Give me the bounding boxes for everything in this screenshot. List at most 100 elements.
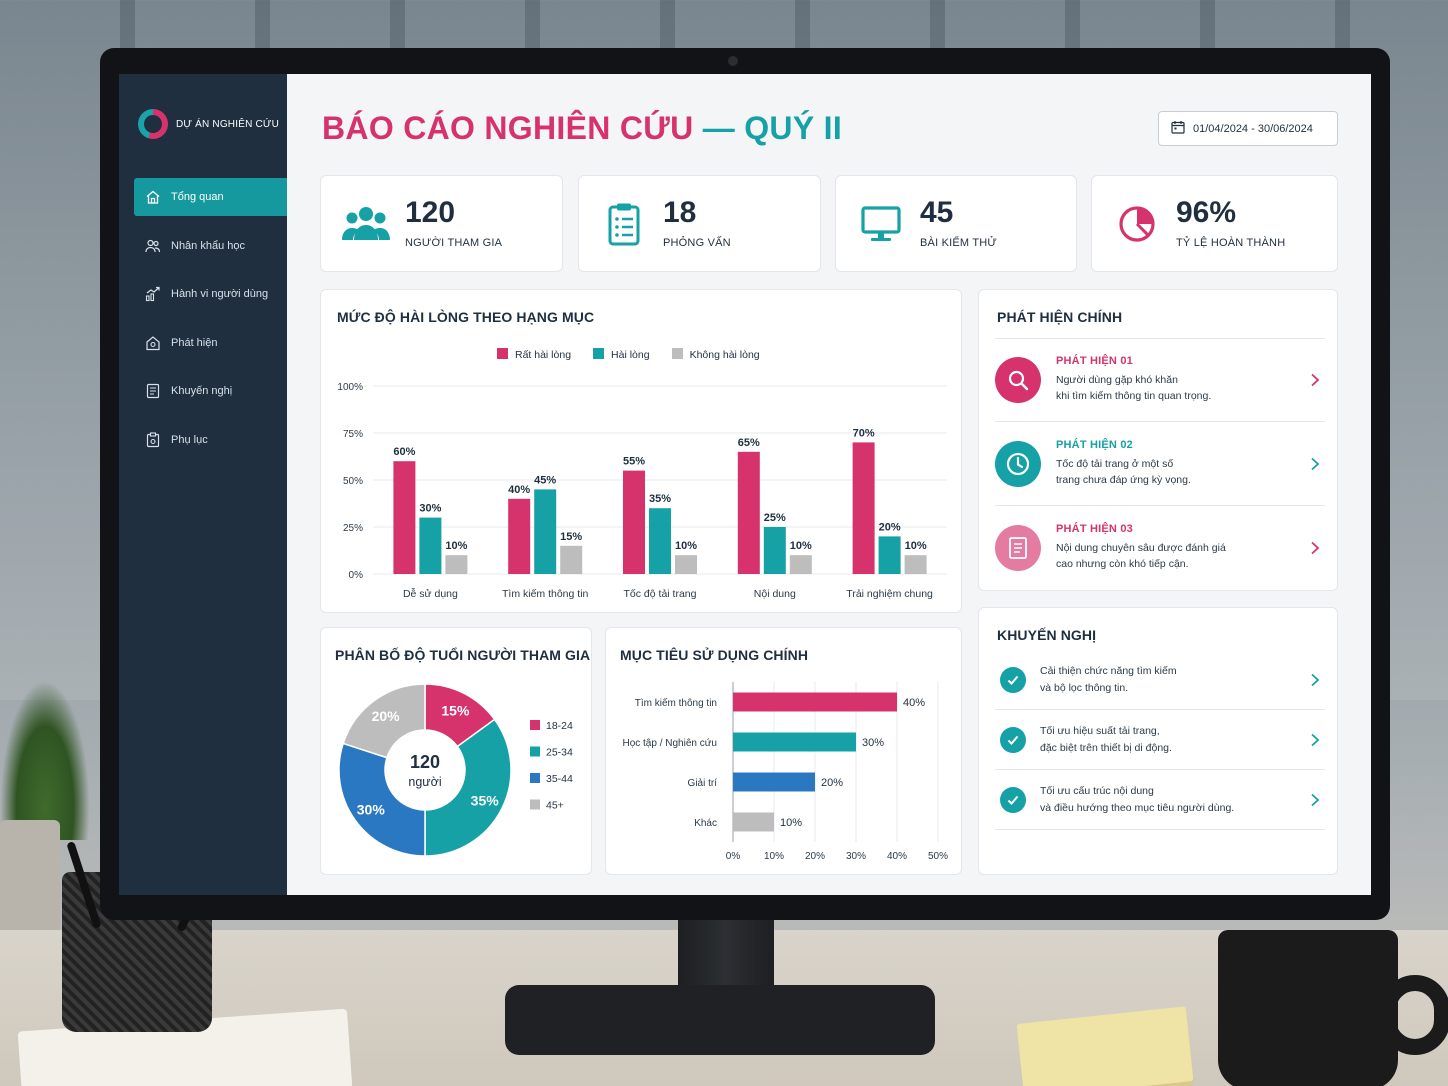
recommendation-text: Tối ưu cấu trúc nội dung và điều hướng t…: [1040, 783, 1305, 816]
chevron-right-icon[interactable]: [1305, 670, 1325, 690]
data-label: 70%: [853, 427, 875, 439]
calendar-icon: [1171, 120, 1185, 137]
x-tick-label: 40%: [887, 851, 907, 862]
legend-label: 18-24: [546, 720, 573, 732]
x-tick-label: 0%: [726, 851, 741, 862]
recommendation-item[interactable]: Tối ưu cấu trúc nội dung và điều hướng t…: [995, 770, 1325, 830]
y-tick-label: 0%: [349, 570, 364, 581]
recommendation-text-line: Tối ưu hiệu suất tải trang,: [1040, 725, 1160, 738]
coffee-mug-handle: [1380, 975, 1448, 1055]
data-label: 20%: [879, 521, 901, 533]
legend-swatch: [530, 773, 540, 783]
age-distribution-card: PHÂN BỐ ĐỘ TUỔI NGƯỜI THAM GIA 15% 35% 30%…: [320, 627, 592, 875]
date-range-text: 01/04/2024 - 30/06/2024: [1193, 122, 1313, 135]
users-icon: [145, 238, 161, 254]
legend-swatch: [497, 348, 508, 359]
data-label: 10%: [905, 540, 927, 552]
data-label: 55%: [623, 456, 645, 468]
data-label: 40%: [903, 697, 925, 709]
sidebar-item-recommendations[interactable]: Khuyến nghị: [134, 372, 287, 410]
plant: [0, 680, 90, 840]
recommendation-text-line: Cải thiện chức năng tìm kiếm: [1040, 665, 1177, 678]
bar: [445, 555, 468, 574]
bar: [878, 536, 901, 574]
sidebar-item-label: Khuyến nghị: [171, 385, 233, 397]
sidebar-item-findings[interactable]: Phát hiện: [134, 324, 287, 362]
data-label: 15%: [560, 531, 582, 543]
kpi-card-interviews: 18 PHỎNG VẤN: [578, 175, 821, 272]
usage-goals-card: MỤC TIÊU SỬ DỤNG CHÍNH 0% 10% 20% 30% 40% 50%…: [605, 627, 962, 875]
recommendation-text-line: và điều hướng theo mục tiêu người dùng.: [1040, 801, 1235, 814]
chevron-right-icon[interactable]: [1305, 370, 1325, 390]
recommendation-text: Cải thiện chức năng tìm kiếm và bộ lọc t…: [1040, 663, 1305, 696]
legend-swatch: [593, 348, 605, 359]
kpi-label: BÀI KIỂM THỬ: [920, 237, 997, 249]
section-title: PHÁT HIỆN CHÍNH: [997, 309, 1123, 325]
x-tick-label: Dễ sử dụng: [403, 587, 458, 600]
bar: [763, 527, 786, 574]
bar: [419, 517, 442, 574]
y-tick-label: Giải trí: [688, 778, 718, 789]
data-label: 60%: [393, 446, 415, 458]
donut-center-label: người: [408, 775, 441, 789]
slice-label: 20%: [372, 708, 401, 724]
section-title: KHUYẾN NGHỊ: [997, 627, 1097, 643]
finding-text: Tốc độ tải trang ở một số trang chưa đáp…: [1056, 457, 1256, 489]
brand[interactable]: DỰ ÁN NGHIÊN CỨU: [119, 104, 287, 144]
data-label: 30%: [419, 503, 441, 515]
y-tick-label: Học tập / Nghiên cứu: [622, 738, 717, 749]
legend-label: Không hài lòng: [689, 349, 760, 361]
bar: [904, 555, 927, 574]
slice-label: 15%: [441, 702, 470, 718]
page-title-dash: —: [702, 110, 736, 146]
recommendation-item[interactable]: Tối ưu hiệu suất tải trang, đặc biệt trê…: [995, 710, 1325, 770]
chart-legend: Rất hài lòng Hài lòng Không hài lòng: [497, 348, 760, 361]
bar: [560, 545, 583, 574]
data-label: 40%: [508, 484, 530, 496]
bar: [733, 812, 774, 832]
sidebar-item-behavior[interactable]: Hành vi người dùng: [134, 275, 287, 313]
recommendation-item[interactable]: Cải thiện chức năng tìm kiếm và bộ lọc t…: [995, 650, 1325, 710]
satisfaction-bar-chart: 0% 25% 50% 75% 100% 60% 30% 10% Dễ sử dụng 40% 45%…: [337, 382, 947, 600]
data-label: 10%: [445, 540, 467, 552]
bar: [623, 470, 645, 574]
finding-text-line: Nội dung chuyên sâu được đánh giá: [1056, 542, 1226, 555]
page-title-quarter: QUÝ II: [744, 110, 843, 146]
data-label: 10%: [780, 817, 802, 829]
bar: [675, 555, 697, 574]
y-tick-label: 75%: [343, 429, 363, 440]
chevron-right-icon[interactable]: [1305, 730, 1325, 750]
y-tick-label: 100%: [337, 382, 363, 393]
x-tick-label: 50%: [928, 851, 948, 862]
chevron-right-icon[interactable]: [1305, 790, 1325, 810]
page-title: BÁO CÁO NGHIÊN CỨU — QUÝ II: [322, 110, 842, 147]
donut-slice: [424, 718, 512, 857]
bar: [733, 772, 815, 792]
home-icon: [145, 189, 161, 205]
sidebar-item-overview[interactable]: Tổng quan: [134, 178, 287, 216]
sidebar-item-appendix[interactable]: Phụ lục: [134, 421, 287, 459]
monitor-stand-base: [505, 985, 935, 1055]
finding-item[interactable]: PHÁT HIỆN 01 Người dùng gặp khó khăn khi…: [995, 338, 1325, 422]
clock-icon: [995, 440, 1041, 487]
kpi-value: 18: [663, 196, 697, 229]
sidebar-item-demographics[interactable]: Nhân khẩu học: [134, 227, 287, 265]
data-label: 20%: [821, 777, 843, 789]
finding-text-line: Tốc độ tải trang ở một số: [1056, 457, 1174, 470]
chevron-right-icon[interactable]: [1305, 454, 1325, 474]
data-label: 10%: [790, 540, 812, 552]
finding-item[interactable]: PHÁT HIỆN 03 Nội dung chuyên sâu được đá…: [995, 506, 1325, 590]
sidebar-item-label: Hành vi người dùng: [171, 288, 269, 300]
kpi-label: PHỎNG VẤN: [663, 237, 731, 249]
finding-item[interactable]: PHÁT HIỆN 02 Tốc độ tải trang ở một số t…: [995, 422, 1325, 506]
legend-swatch: [671, 348, 683, 359]
legend-swatch: [530, 720, 540, 730]
recommendation-text-line: và bộ lọc thông tin.: [1040, 681, 1129, 694]
bar: [393, 461, 416, 574]
bar: [733, 692, 897, 712]
finding-tag: PHÁT HIỆN 03: [1056, 523, 1133, 536]
chevron-right-icon[interactable]: [1305, 538, 1325, 558]
check-circle-icon: [1000, 786, 1026, 813]
usage-goals-bar-chart: 0% 10% 20% 30% 40% 50% 40% Tìm kiếm thông tin 30…: [622, 682, 948, 862]
date-range-picker[interactable]: 01/04/2024 - 30/06/2024: [1158, 111, 1338, 146]
